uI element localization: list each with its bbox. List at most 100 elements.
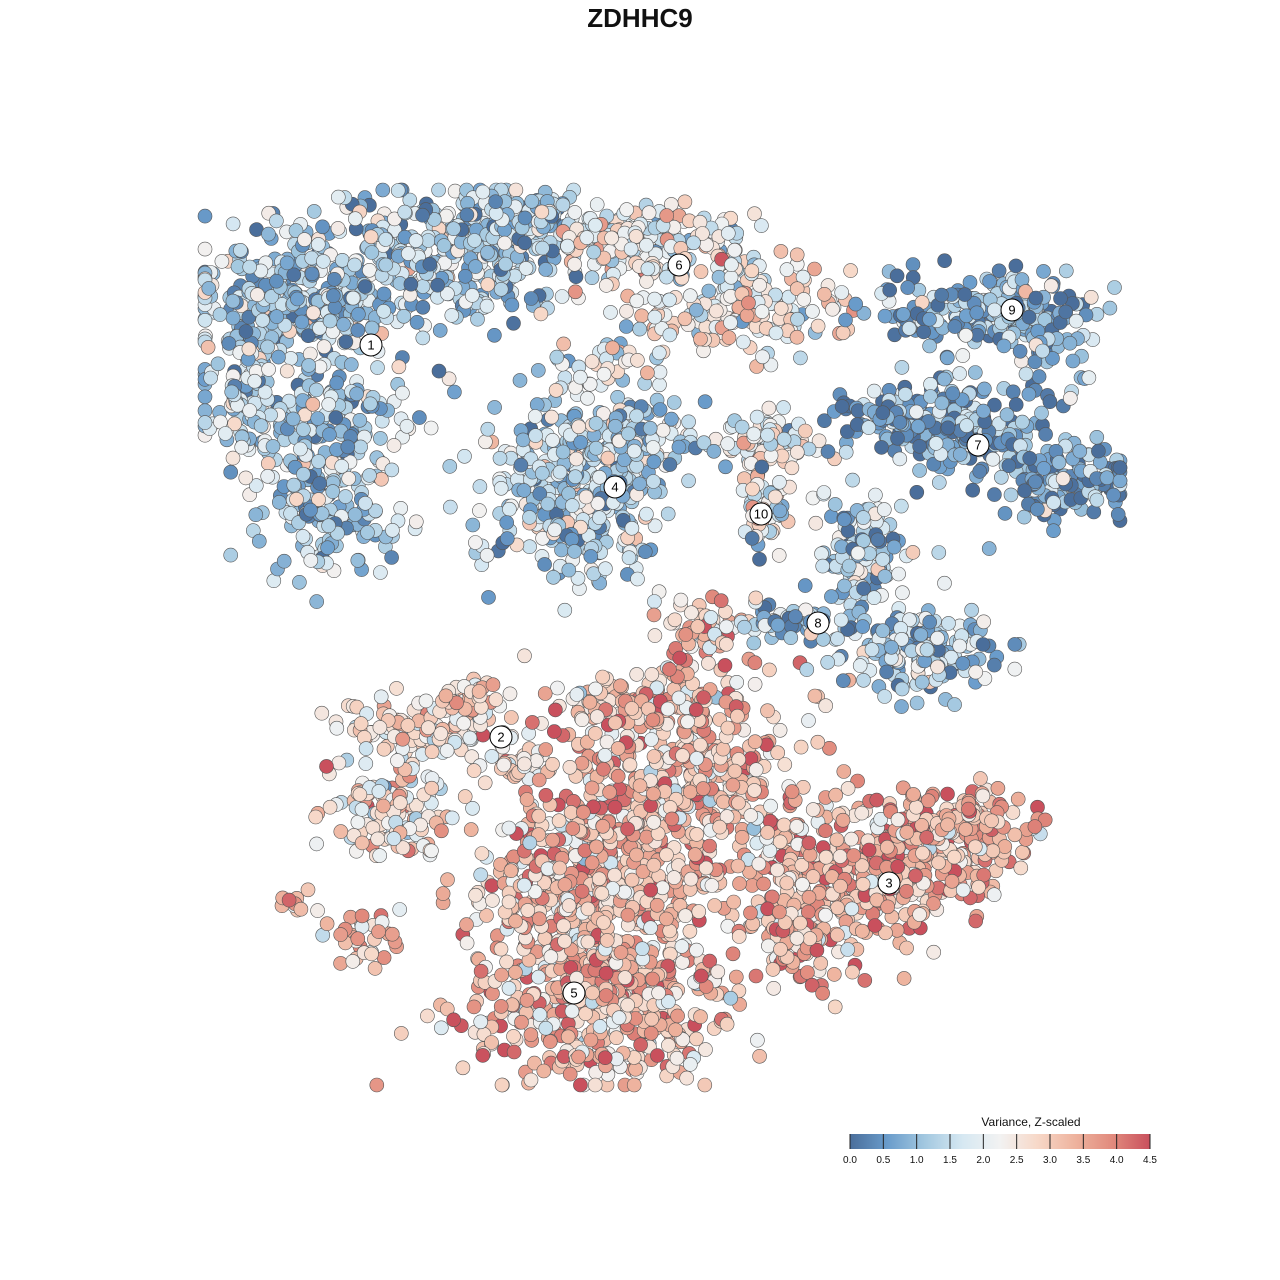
cell-point bbox=[578, 489, 594, 505]
cell-point bbox=[397, 204, 413, 220]
cell-point bbox=[316, 339, 332, 355]
cell-point bbox=[695, 781, 711, 796]
cell-point bbox=[682, 1057, 698, 1072]
cell-point bbox=[345, 290, 361, 306]
cell-point bbox=[899, 940, 914, 956]
cell-point bbox=[322, 313, 338, 329]
cell-point bbox=[721, 330, 737, 345]
cell-point bbox=[328, 410, 344, 425]
cell-point bbox=[643, 1026, 659, 1041]
cell-point bbox=[338, 489, 353, 504]
cell-point bbox=[592, 1019, 608, 1034]
cell-point bbox=[955, 882, 971, 898]
cell-point bbox=[574, 883, 590, 899]
cell-point bbox=[547, 522, 563, 538]
cell-point bbox=[611, 1010, 627, 1026]
cell-point bbox=[531, 969, 546, 985]
cell-point bbox=[475, 184, 491, 200]
cell-point bbox=[498, 256, 513, 272]
cell-point bbox=[197, 312, 213, 328]
cell-point bbox=[687, 847, 703, 862]
cell-point bbox=[562, 759, 578, 775]
cell-point bbox=[412, 410, 427, 425]
cell-point bbox=[468, 887, 483, 903]
cell-point bbox=[805, 802, 821, 817]
cell-point bbox=[303, 502, 318, 518]
cell-point bbox=[772, 722, 788, 738]
cell-point bbox=[763, 798, 778, 814]
cell-point bbox=[501, 820, 517, 836]
cell-point bbox=[197, 208, 213, 224]
cell-point bbox=[752, 277, 767, 293]
cell-point bbox=[760, 825, 775, 840]
cell-point bbox=[997, 506, 1013, 521]
cell-point bbox=[727, 242, 742, 258]
cell-point bbox=[260, 456, 276, 471]
cell-point bbox=[475, 1048, 491, 1063]
cell-point bbox=[523, 291, 539, 306]
cell-point bbox=[713, 593, 729, 609]
cell-point bbox=[241, 341, 257, 357]
cell-point bbox=[494, 967, 509, 983]
cell-point bbox=[990, 780, 1006, 796]
cell-point bbox=[704, 878, 720, 893]
cell-point bbox=[286, 477, 302, 493]
cell-point bbox=[276, 553, 292, 569]
cell-point bbox=[1016, 509, 1032, 525]
cell-point bbox=[466, 999, 482, 1015]
cell-point bbox=[527, 409, 543, 424]
cell-point bbox=[391, 359, 407, 375]
cell-point bbox=[538, 787, 554, 803]
cell-point bbox=[341, 471, 357, 486]
cell-point bbox=[976, 867, 992, 883]
cell-point bbox=[524, 194, 540, 209]
cell-point bbox=[1046, 523, 1061, 539]
cell-point bbox=[353, 439, 368, 455]
cell-point bbox=[940, 420, 956, 436]
cell-point bbox=[660, 506, 676, 522]
cell-point bbox=[727, 763, 743, 779]
cell-point bbox=[818, 823, 833, 839]
cell-point bbox=[255, 312, 270, 328]
cell-point bbox=[926, 944, 942, 960]
cell-point bbox=[564, 498, 580, 513]
cell-point bbox=[459, 207, 475, 223]
cell-point bbox=[634, 941, 650, 957]
cell-point bbox=[607, 715, 623, 731]
cell-point bbox=[314, 705, 330, 721]
cell-point bbox=[629, 408, 644, 424]
cell-point bbox=[684, 605, 699, 621]
cell-point bbox=[707, 898, 722, 913]
cell-point bbox=[531, 772, 547, 788]
cell-point bbox=[650, 1048, 665, 1063]
cell-point bbox=[645, 971, 660, 987]
cell-point bbox=[431, 182, 446, 198]
cell-point bbox=[906, 787, 921, 802]
cell-point bbox=[587, 1077, 603, 1093]
cell-point bbox=[552, 464, 568, 480]
cell-point bbox=[352, 787, 368, 802]
cell-point bbox=[378, 232, 394, 247]
cell-point bbox=[646, 607, 662, 623]
cell-point bbox=[815, 985, 830, 1001]
cell-point bbox=[671, 439, 687, 455]
cell-point bbox=[875, 405, 891, 421]
cell-point bbox=[465, 517, 481, 533]
cell-point bbox=[440, 286, 455, 302]
cell-point bbox=[645, 440, 661, 455]
cell-point bbox=[223, 464, 238, 480]
cell-point bbox=[499, 515, 515, 530]
cell-point bbox=[701, 655, 716, 671]
cell-point bbox=[301, 358, 317, 373]
cell-point bbox=[322, 427, 337, 442]
cell-point bbox=[574, 712, 590, 728]
cell-point bbox=[415, 330, 431, 346]
cell-point bbox=[223, 547, 238, 563]
cell-point bbox=[384, 462, 400, 478]
cell-point bbox=[390, 753, 405, 768]
cell-point bbox=[561, 898, 577, 913]
cell-point bbox=[516, 483, 532, 498]
cell-point bbox=[563, 805, 579, 820]
cell-point bbox=[975, 788, 991, 804]
cell-point bbox=[626, 443, 642, 459]
